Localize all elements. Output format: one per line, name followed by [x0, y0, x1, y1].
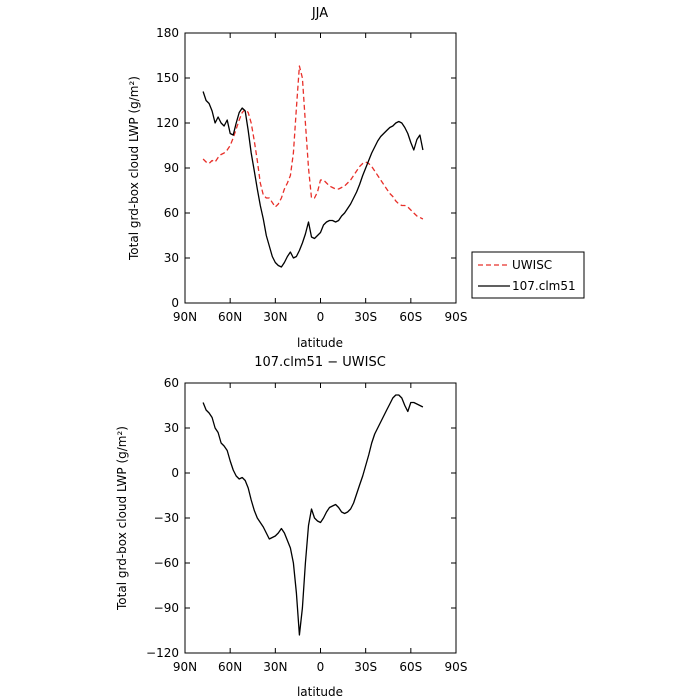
top-x-tick-label: 90N [173, 310, 197, 324]
bottom-series-line-0 [202, 394, 424, 636]
top-series-line-uwisc [202, 65, 424, 220]
top-x-tick-label: 0 [317, 310, 325, 324]
top-series-line-107-clm51 [202, 91, 424, 268]
bottom-y-tick-label: 60 [164, 376, 179, 390]
bottom-x-tick-label: 60S [399, 660, 422, 674]
top-panel: JJA 90N 60N 30N 0 30S 60S 90S0306090120150180 … [127, 6, 467, 350]
top-chart-title: JJA [311, 6, 328, 21]
bottom-axis-ticks: 90N 60N 30N 0 30S 60S 90S −120 −90 −60 −30 0 30 60 [146, 376, 467, 674]
top-x-tick-label: 60N [218, 310, 242, 324]
top-y-axis-label: Total grd-box cloud LWP (g/m²) [127, 76, 141, 261]
bottom-x-tick-label: 90S [445, 660, 468, 674]
bottom-x-tick-label: 30S [354, 660, 377, 674]
bottom-panel: 107.clm51 − UWISC 90N 60N 30N 0 30S 60S 90S −12… [115, 355, 467, 699]
bottom-x-tick-label: 60N [218, 660, 242, 674]
legend-box [471, 251, 585, 299]
legend: UWISC 107.clm51 [471, 251, 585, 299]
bottom-y-axis-label: Total grd-box cloud LWP (g/m²) [115, 426, 129, 611]
top-x-tick-label: 60S [399, 310, 422, 324]
bottom-y-tick-label: −30 [154, 511, 179, 525]
bottom-y-tick-label: 30 [164, 421, 179, 435]
bottom-y-tick-label: −120 [146, 646, 179, 660]
top-x-tick-label: 30N [263, 310, 287, 324]
bottom-series-lines [202, 394, 424, 636]
top-y-tick-label: 150 [156, 71, 179, 85]
top-y-tick-label: 120 [156, 116, 179, 130]
top-x-tick-label: 30S [354, 310, 377, 324]
top-plot-frame [184, 32, 457, 304]
legend-label-clm51: 107.clm51 [512, 279, 576, 293]
top-x-tick-label: 90S [445, 310, 468, 324]
top-y-tick-label: 0 [171, 296, 179, 310]
top-series-lines [202, 65, 424, 268]
bottom-x-tick-label: 30N [263, 660, 287, 674]
bottom-plot-frame [184, 382, 457, 654]
bottom-x-axis-label: latitude [297, 685, 343, 699]
top-x-axis-label: latitude [297, 336, 343, 350]
bottom-x-tick-label: 0 [317, 660, 325, 674]
top-axis-ticks: 90N 60N 30N 0 30S 60S 90S 0 30 60 90 120 150 180 [156, 26, 467, 324]
top-y-tick-label: 30 [164, 251, 179, 265]
bottom-y-tick-label: −90 [154, 601, 179, 615]
bottom-chart-title: 107.clm51 − UWISC [254, 355, 386, 370]
legend-label-uwisc: UWISC [512, 258, 552, 272]
bottom-x-tick-label: 90N [173, 660, 197, 674]
bottom-y-tick-label: 0 [171, 466, 179, 480]
top-y-tick-label: 60 [164, 206, 179, 220]
top-y-tick-label: 180 [156, 26, 179, 40]
bottom-y-tick-label: −60 [154, 556, 179, 570]
top-y-tick-label: 90 [164, 161, 179, 175]
